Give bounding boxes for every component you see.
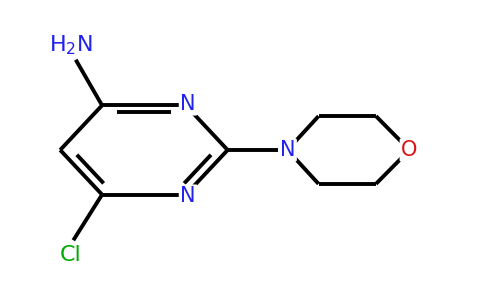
Text: N: N xyxy=(181,94,196,114)
Text: O: O xyxy=(401,140,418,160)
Text: H$_2$N: H$_2$N xyxy=(49,34,93,57)
Text: Cl: Cl xyxy=(60,245,82,265)
Text: N: N xyxy=(181,186,196,206)
Text: N: N xyxy=(280,140,295,160)
